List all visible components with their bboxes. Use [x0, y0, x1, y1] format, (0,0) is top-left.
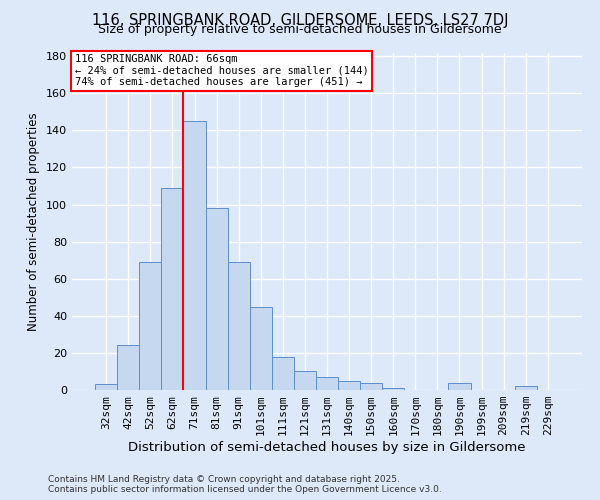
Text: Contains HM Land Registry data © Crown copyright and database right 2025.
Contai: Contains HM Land Registry data © Crown c… — [48, 474, 442, 494]
Text: 116 SPRINGBANK ROAD: 66sqm
← 24% of semi-detached houses are smaller (144)
74% o: 116 SPRINGBANK ROAD: 66sqm ← 24% of semi… — [74, 54, 368, 88]
Bar — [227, 262, 250, 390]
Bar — [184, 121, 206, 390]
Bar — [515, 386, 537, 390]
Bar — [316, 377, 338, 390]
Bar — [117, 346, 139, 390]
Y-axis label: Number of semi-detached properties: Number of semi-detached properties — [28, 112, 40, 330]
Text: 116, SPRINGBANK ROAD, GILDERSOME, LEEDS, LS27 7DJ: 116, SPRINGBANK ROAD, GILDERSOME, LEEDS,… — [92, 12, 508, 28]
Bar — [139, 262, 161, 390]
Bar — [95, 384, 117, 390]
Bar — [206, 208, 227, 390]
Bar — [338, 380, 360, 390]
Bar — [382, 388, 404, 390]
Bar — [161, 188, 184, 390]
Bar — [272, 356, 294, 390]
Text: Size of property relative to semi-detached houses in Gildersome: Size of property relative to semi-detach… — [98, 22, 502, 36]
X-axis label: Distribution of semi-detached houses by size in Gildersome: Distribution of semi-detached houses by … — [128, 441, 526, 454]
Bar — [360, 382, 382, 390]
Bar — [250, 306, 272, 390]
Bar — [294, 372, 316, 390]
Bar — [448, 382, 470, 390]
